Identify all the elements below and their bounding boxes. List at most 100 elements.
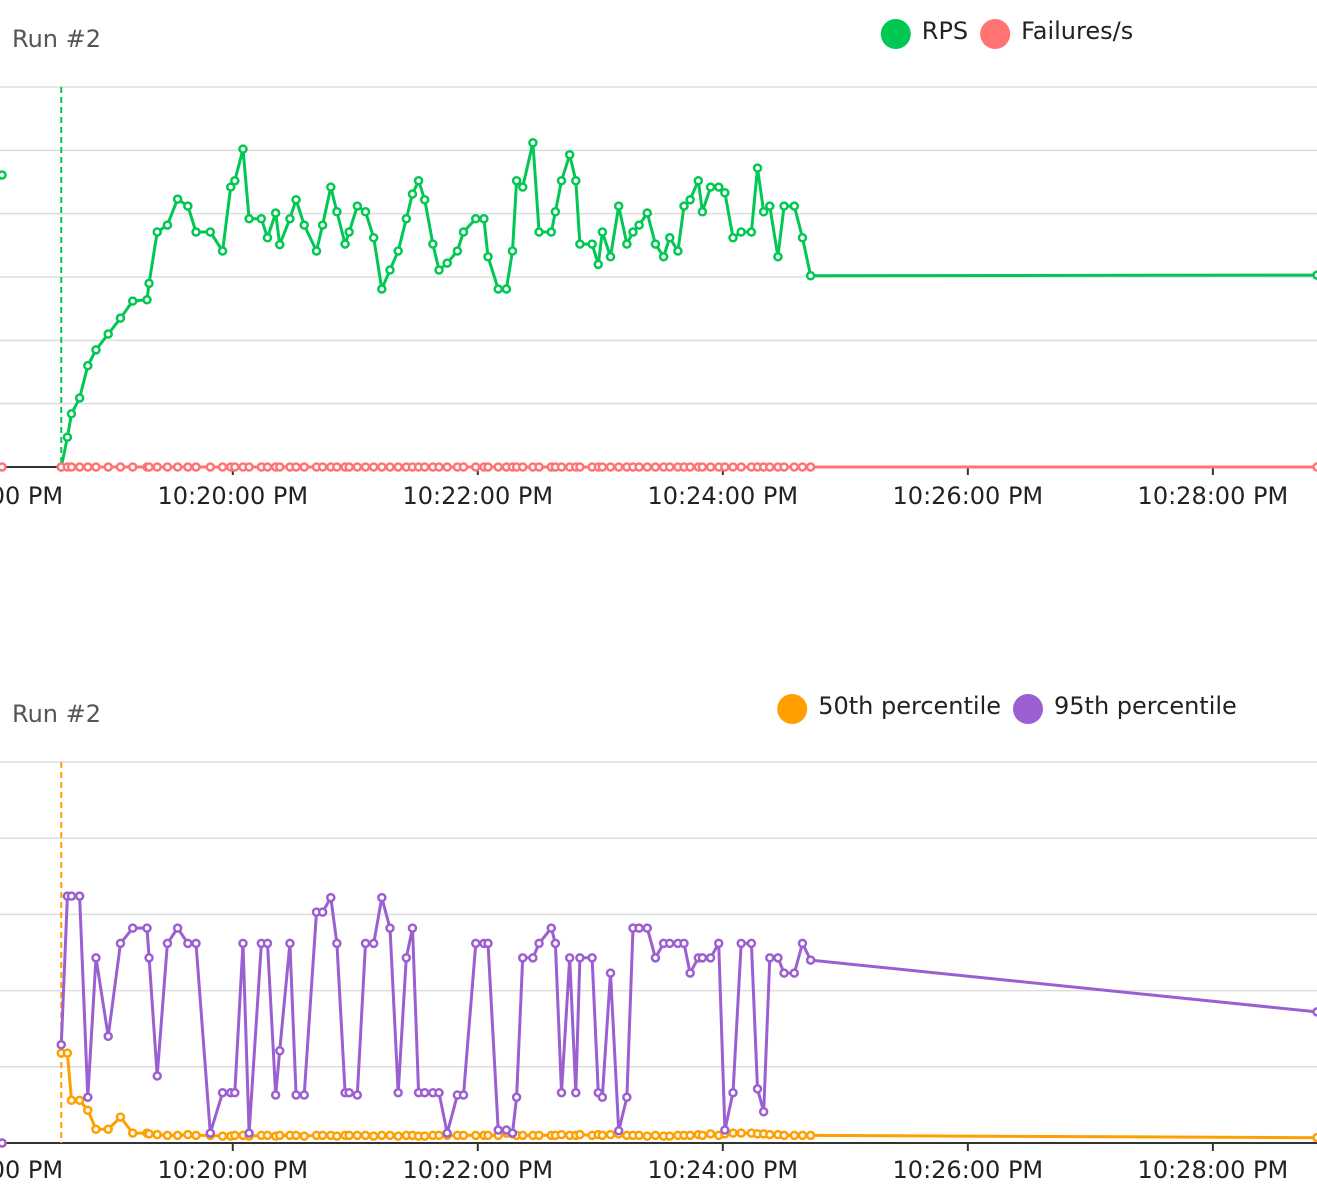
data-point [728,1128,738,1138]
data-point [413,175,424,186]
data-point [274,1046,285,1056]
data-point [634,923,644,933]
data-point [1312,270,1317,280]
data-point [244,1128,254,1138]
data-point [765,1129,775,1140]
data-point [344,1087,354,1098]
series-line [59,141,1317,468]
data-point [244,213,254,224]
data-point [501,284,512,294]
data-point [103,329,113,339]
data-point [705,953,716,963]
data-point [634,462,644,472]
data-point [720,188,730,198]
data-point [172,462,183,472]
data-point [401,213,412,224]
data-point [352,462,363,472]
data-point [713,938,724,949]
data-point [326,182,336,192]
data-point [605,462,616,472]
data-point [262,462,273,472]
data-point [103,462,113,472]
data-point [483,1130,493,1141]
data-point [789,462,800,472]
data-point [217,1087,228,1098]
data-point [144,953,154,963]
data-point [605,968,616,978]
data-point [332,938,342,949]
data-point [528,953,538,963]
legend-swatch [880,19,911,49]
data-point [183,462,193,472]
data-point [442,1128,452,1138]
data-point [385,462,395,472]
data-point [613,201,624,211]
data-point [62,1048,73,1058]
data-point [805,270,816,281]
data-point [274,1130,285,1141]
data-point [152,1129,162,1140]
data-point [91,953,101,963]
data-point [622,1092,632,1103]
x-tick-label: 10:28:00 PM [1138,1156,1289,1184]
data-point [758,207,769,217]
data-point [650,1130,661,1141]
data-point [779,968,789,978]
data-point [728,1087,738,1098]
data-point [571,1087,581,1098]
x-tick-label: 10:18:00 PM [0,1156,63,1184]
data-point [605,1129,616,1140]
data-point [805,462,816,472]
data-point [407,923,418,933]
data-point [650,462,661,472]
data-point [673,246,683,256]
data-point [191,938,201,949]
data-point [517,182,528,192]
data-point [697,462,708,472]
data-point [317,1130,328,1141]
data-point [458,1090,469,1100]
data-point [693,175,704,186]
data-point [311,246,322,256]
data-point [317,220,328,230]
data-point [115,1112,126,1122]
data-point [127,462,138,472]
data-point [360,462,371,472]
data-point [230,462,240,472]
data-point [1312,1007,1317,1017]
data-point [571,175,581,186]
data-point [344,1130,354,1141]
data-point [262,938,273,949]
data-point [285,213,295,224]
data-point [352,1130,363,1141]
legend-label: RPS [922,17,968,45]
data-point [238,144,248,154]
data-point [575,953,585,963]
data-point [587,239,597,249]
data-point [622,239,632,249]
legend-swatch [777,694,808,724]
data-point [0,462,7,472]
data-point [556,175,567,186]
data-point [685,194,695,205]
data-point [91,345,101,355]
data-point [407,189,418,199]
data-point [360,207,371,217]
data-point [401,953,412,963]
data-point [752,1084,763,1094]
data-point [517,1130,528,1141]
data-point [1312,1132,1317,1143]
data-point [736,938,746,949]
x-tick-label: 10:18:00 PM [0,482,63,510]
data-point [713,182,724,192]
data-point [705,462,716,472]
data-point [773,251,783,262]
data-point [83,1092,93,1103]
data-point [720,1125,730,1135]
data-point [152,227,162,237]
data-point [556,462,567,472]
data-point [127,1128,138,1138]
data-point [575,239,585,249]
x-tick-label: 10:20:00 PM [157,482,308,510]
